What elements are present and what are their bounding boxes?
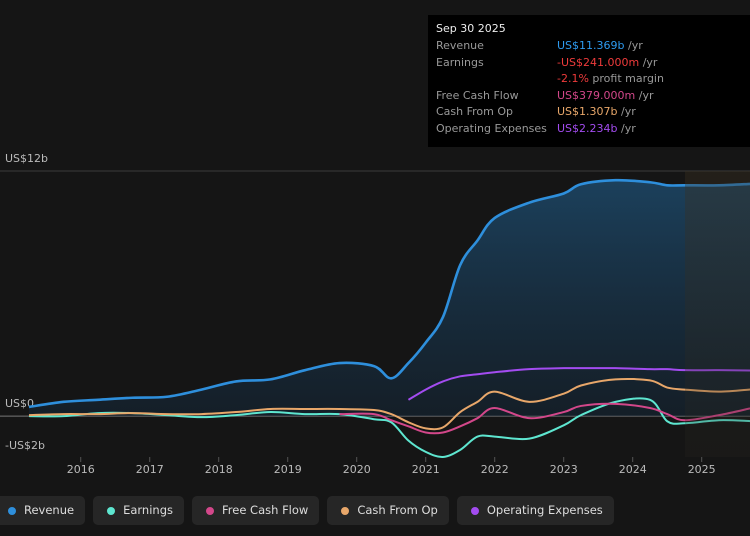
- series-line: [407, 367, 750, 401]
- tooltip-value: US$1.307b: [557, 105, 618, 118]
- legend-label: Cash From Op: [357, 503, 438, 517]
- series-line: [28, 397, 750, 459]
- tooltip-label: Earnings: [436, 55, 484, 69]
- tooltip-unit: /yr: [621, 105, 636, 118]
- tooltip-title: Sep 30 2025: [436, 22, 506, 35]
- x-tick-label: 2021: [412, 463, 440, 476]
- legend-label: Earnings: [123, 503, 173, 517]
- tooltip-label: Free Cash Flow: [436, 88, 519, 102]
- tooltip-row: Revenue US$11.369b /yr: [436, 38, 742, 55]
- x-tick-label: 2022: [481, 463, 509, 476]
- tooltip: Sep 30 2025 Revenue US$11.369b /yr Earning…: [428, 15, 750, 147]
- tooltip-value: US$2.234b: [557, 121, 618, 135]
- legend-label: Free Cash Flow: [222, 503, 309, 517]
- legend-button[interactable]: Operating Expenses: [456, 496, 614, 525]
- recent-period-band: [685, 171, 750, 457]
- x-tick-label: 2016: [67, 463, 95, 476]
- y-tick-label: US$12b: [5, 152, 48, 165]
- legend-button[interactable]: Revenue: [0, 496, 86, 525]
- tooltip-unit: /yr: [621, 121, 636, 135]
- legend-swatch: [470, 506, 479, 515]
- tooltip-value-group: US$379.000m /yr: [557, 88, 654, 105]
- legend-button[interactable]: Free Cash Flow: [192, 496, 320, 525]
- revenue-area: [28, 180, 750, 417]
- x-tick-label: 2025: [688, 463, 716, 476]
- tooltip-row: Cash From Op US$1.307b /yr: [436, 104, 742, 121]
- legend-swatch: [8, 506, 16, 515]
- tooltip-value: US$11.369b: [557, 39, 625, 52]
- tooltip-value: -2.1%: [557, 72, 589, 85]
- tooltip-row: Operating Expenses US$2.234b /yr: [436, 121, 742, 138]
- legend-label: Operating Expenses: [486, 503, 603, 517]
- legend-swatch: [107, 506, 116, 515]
- tooltip-value: -US$241.000m: [557, 55, 640, 69]
- legend-button[interactable]: Cash From Op: [327, 496, 449, 525]
- series-line: [28, 178, 750, 409]
- series-line: [28, 377, 750, 431]
- legend-swatch: [341, 506, 350, 515]
- tooltip-unit: /yr: [638, 88, 654, 102]
- x-tick-label: 2018: [205, 463, 233, 476]
- tooltip-label: Operating Expenses: [436, 121, 547, 135]
- y-tick-label: -US$2b: [5, 439, 45, 452]
- tooltip-row: Earnings -US$241.000m /yr: [436, 55, 742, 72]
- x-tick-label: 2024: [619, 463, 647, 476]
- tooltip-value-group: US$1.307b /yr: [557, 104, 636, 121]
- tooltip-row: -2.1% profit margin: [436, 71, 742, 88]
- legend-button[interactable]: Earnings: [93, 496, 184, 525]
- legend: Revenue Earnings Free Cash Flow Cash From O…: [0, 496, 614, 525]
- tooltip-label: Revenue: [436, 39, 484, 52]
- tooltip-unit: /yr: [628, 39, 643, 52]
- legend-label: Revenue: [24, 503, 75, 517]
- series-line: [339, 402, 750, 435]
- legend-swatch: [206, 506, 214, 515]
- x-tick-label: 2020: [343, 463, 371, 476]
- tooltip-value-group: -US$241.000m /yr: [557, 55, 657, 72]
- tooltip-unit: profit margin: [592, 72, 664, 85]
- tooltip-row: Free Cash Flow US$379.000m /yr: [436, 88, 742, 105]
- tooltip-value-group: US$2.234b /yr: [557, 121, 636, 138]
- tooltip-value-group: US$11.369b /yr: [557, 38, 643, 55]
- tooltip-value-group: -2.1% profit margin: [557, 71, 664, 88]
- tooltip-value: US$379.000m: [557, 88, 636, 102]
- y-tick-label: US$0: [5, 397, 34, 410]
- tooltip-unit: /yr: [642, 55, 658, 69]
- tooltip-label: Cash From Op: [436, 105, 514, 118]
- x-tick-label: 2017: [136, 463, 164, 476]
- x-tick-label: 2019: [274, 463, 302, 476]
- x-tick-label: 2023: [550, 463, 578, 476]
